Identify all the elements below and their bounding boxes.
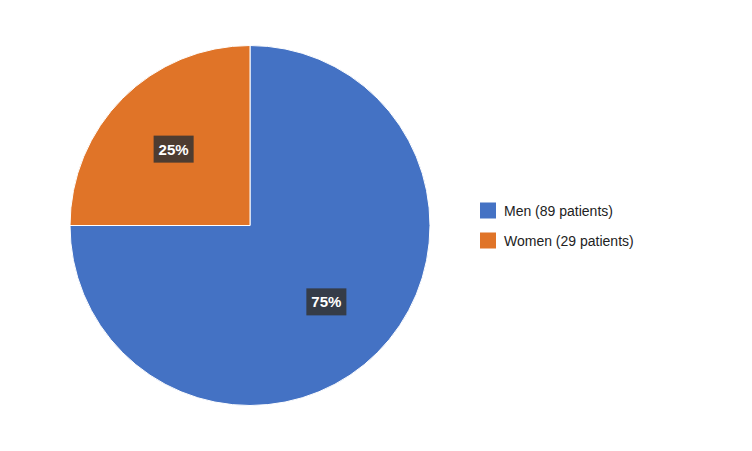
data-labels: 75% 25% [154,136,347,316]
slice [70,46,250,226]
data-label: 75% [311,293,341,310]
legend-swatch [480,233,496,249]
legend-label: Men (89 patients) [504,203,613,219]
slice [70,46,430,406]
legend-swatch [480,203,496,219]
data-label-group: 75% [306,288,346,315]
legend-item: Women (29 patients) [480,233,634,249]
legend-item: Men (89 patients) [480,203,613,219]
data-label-bg [306,288,346,315]
chart: 75% 25% Men (89 patients) Women (29 patient… [0,0,752,451]
data-label: 25% [159,141,189,158]
pie [70,46,430,406]
legend: Men (89 patients) Women (29 patients) [480,203,634,249]
legend-label: Women (29 patients) [504,233,634,249]
data-label-group: 25% [154,136,194,163]
data-label-bg [154,136,194,163]
